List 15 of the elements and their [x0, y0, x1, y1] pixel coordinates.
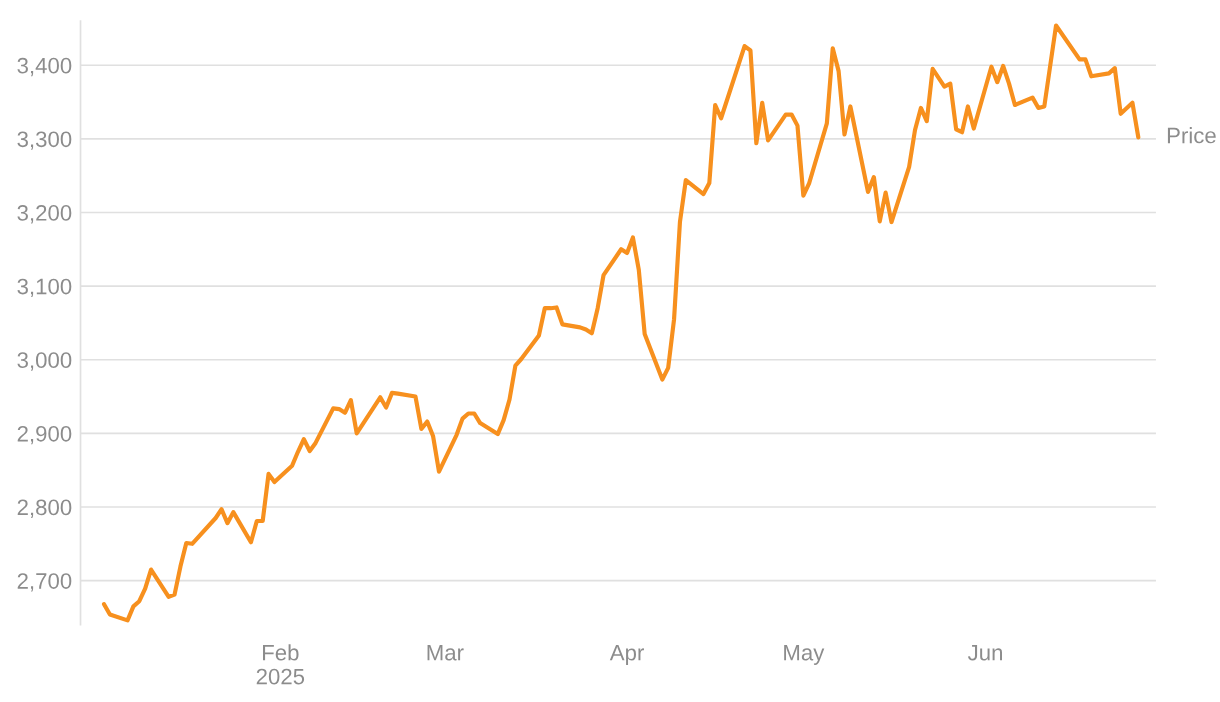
y-tick-label: 2,900	[17, 425, 72, 445]
y-tick-label: 3,200	[17, 205, 72, 224]
y-tick-label: 2,800	[17, 499, 72, 518]
x-tick-label: Mar	[427, 645, 464, 661]
y-tick-label: 3,100	[17, 278, 72, 297]
series-label: Price	[1167, 127, 1216, 144]
x-tick-label: Jun	[967, 645, 1002, 661]
x-tick-label: May	[784, 645, 825, 665]
x-tick-label: Apr	[609, 645, 644, 665]
x-tick-label: Feb 2025	[256, 644, 305, 685]
y-tick-label: 3,300	[17, 131, 72, 150]
y-tick-label: 3,400	[17, 57, 72, 77]
line-series	[101, 23, 1141, 623]
y-tick-label: 2,700	[17, 573, 72, 592]
y-tick-label: 3,000	[17, 352, 72, 371]
